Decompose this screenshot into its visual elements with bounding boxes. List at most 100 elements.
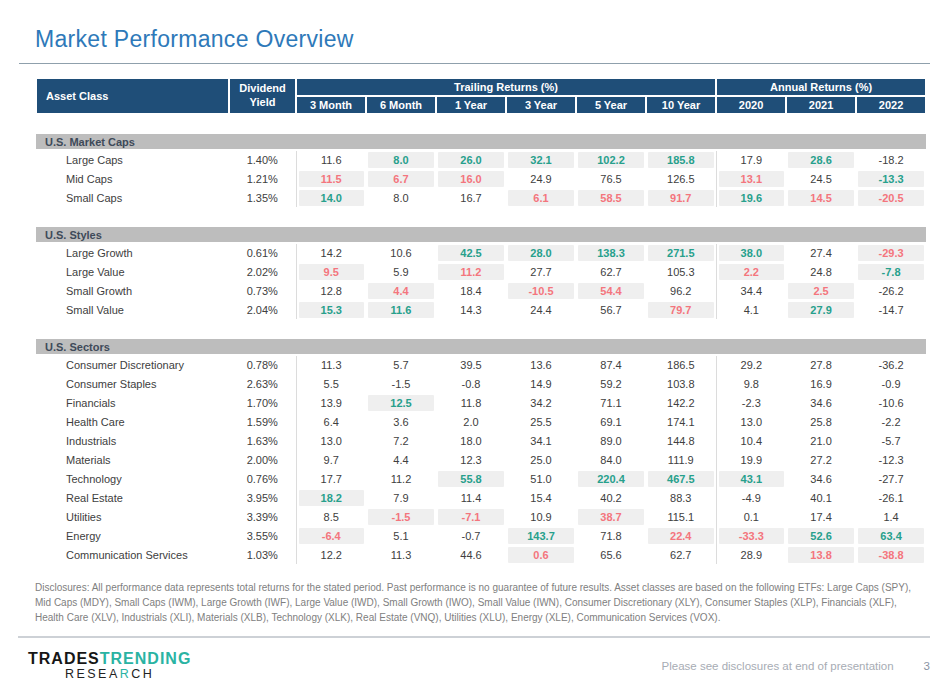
return-cell: 102.2 [576, 150, 646, 169]
return-cell: -0.7 [436, 526, 506, 545]
table-row: Large Caps1.40%11.68.026.032.1102.2185.8… [36, 150, 926, 169]
return-cell: 34.4 [716, 281, 786, 300]
return-cell: 126.5 [646, 169, 716, 188]
dividend-yield-value: 1.35% [229, 188, 296, 207]
return-cell: 34.6 [786, 393, 856, 412]
section-title: U.S. Sectors [36, 339, 926, 355]
return-cell: 17.9 [716, 150, 786, 169]
col-header-dividend-yield: Dividend Yield [229, 78, 296, 114]
return-cell: 24.4 [506, 300, 576, 319]
asset-label: Materials [36, 450, 229, 469]
table-row: Consumer Discretionary0.78%11.35.739.513… [36, 355, 926, 374]
return-cell: 13.1 [716, 169, 786, 188]
return-cell: 8.0 [366, 150, 436, 169]
asset-label: Financials [36, 393, 229, 412]
dividend-yield-value: 1.59% [229, 412, 296, 431]
asset-label: Consumer Staples [36, 374, 229, 393]
asset-label: Mid Caps [36, 169, 229, 188]
return-cell: 5.1 [366, 526, 436, 545]
footer-note: Please see disclosures at end of present… [662, 660, 894, 672]
return-cell: -1.5 [366, 374, 436, 393]
return-cell: 69.1 [576, 412, 646, 431]
return-cell: 11.6 [366, 300, 436, 319]
return-cell: -5.7 [856, 431, 926, 450]
return-cell: 2.0 [436, 412, 506, 431]
table-row: Industrials1.63%13.07.218.034.189.0144.8… [36, 431, 926, 450]
return-cell: -12.3 [856, 450, 926, 469]
return-cell: 42.5 [436, 243, 506, 262]
return-cell: 40.2 [576, 488, 646, 507]
return-cell: -10.5 [506, 281, 576, 300]
return-cell: 10.6 [366, 243, 436, 262]
return-cell: 24.5 [786, 169, 856, 188]
return-cell: 138.3 [576, 243, 646, 262]
return-cell: 71.8 [576, 526, 646, 545]
return-cell: 220.4 [576, 469, 646, 488]
table-row: Consumer Staples2.63%5.5-1.5-0.814.959.2… [36, 374, 926, 393]
col-header-asset-class: Asset Class [36, 78, 229, 114]
return-cell: -0.8 [436, 374, 506, 393]
return-cell: 22.4 [646, 526, 716, 545]
return-cell: 5.9 [366, 262, 436, 281]
title-divider [19, 63, 930, 64]
return-cell: 14.2 [296, 243, 366, 262]
performance-table: Asset Class Dividend Yield Trailing Retu… [35, 77, 927, 564]
return-cell: 27.9 [786, 300, 856, 319]
return-cell: 32.1 [506, 150, 576, 169]
return-cell: 51.0 [506, 469, 576, 488]
return-cell: 16.9 [786, 374, 856, 393]
dividend-yield-value: 2.02% [229, 262, 296, 281]
return-cell: 11.6 [296, 150, 366, 169]
asset-label: Communication Services [36, 545, 229, 564]
return-cell: 24.9 [506, 169, 576, 188]
section-spacer [36, 207, 926, 227]
return-cell: 1.4 [856, 507, 926, 526]
return-cell: 144.8 [646, 431, 716, 450]
return-cell: 19.9 [716, 450, 786, 469]
col-header-2022: 2022 [856, 96, 926, 114]
return-cell: 2.2 [716, 262, 786, 281]
return-cell: 21.0 [786, 431, 856, 450]
return-cell: 34.1 [506, 431, 576, 450]
return-cell: -26.1 [856, 488, 926, 507]
asset-label: Small Caps [36, 188, 229, 207]
return-cell: 18.0 [436, 431, 506, 450]
return-cell: -20.5 [856, 188, 926, 207]
return-cell: 12.8 [296, 281, 366, 300]
asset-label: Real Estate [36, 488, 229, 507]
table-row: Large Growth0.61%14.210.642.528.0138.327… [36, 243, 926, 262]
return-cell: 467.5 [646, 469, 716, 488]
return-cell: 11.3 [366, 545, 436, 564]
return-cell: 52.6 [786, 526, 856, 545]
return-cell: 3.6 [366, 412, 436, 431]
table-row: Health Care1.59%6.43.62.025.569.1174.113… [36, 412, 926, 431]
return-cell: 12.2 [296, 545, 366, 564]
return-cell: -33.3 [716, 526, 786, 545]
return-cell: 11.4 [436, 488, 506, 507]
section-header-row: U.S. Market Caps [36, 134, 926, 150]
return-cell: 14.0 [296, 188, 366, 207]
return-cell: 56.7 [576, 300, 646, 319]
return-cell: 12.3 [436, 450, 506, 469]
return-cell: -7.1 [436, 507, 506, 526]
section-header-row: U.S. Styles [36, 227, 926, 243]
return-cell: -27.7 [856, 469, 926, 488]
return-cell: 4.4 [366, 450, 436, 469]
return-cell: 9.5 [296, 262, 366, 281]
page-number: 3 [924, 660, 930, 672]
dividend-yield-value: 0.61% [229, 243, 296, 262]
return-cell: 27.4 [786, 243, 856, 262]
return-cell: 13.0 [716, 412, 786, 431]
return-cell: 84.0 [576, 450, 646, 469]
section-spacer [36, 114, 926, 134]
dividend-yield-value: 3.55% [229, 526, 296, 545]
return-cell: 5.5 [296, 374, 366, 393]
return-cell: 27.2 [786, 450, 856, 469]
return-cell: 111.9 [646, 450, 716, 469]
return-cell: 29.2 [716, 355, 786, 374]
return-cell: 16.0 [436, 169, 506, 188]
return-cell: 27.8 [786, 355, 856, 374]
return-cell: 9.7 [296, 450, 366, 469]
return-cell: 26.0 [436, 150, 506, 169]
return-cell: 40.1 [786, 488, 856, 507]
